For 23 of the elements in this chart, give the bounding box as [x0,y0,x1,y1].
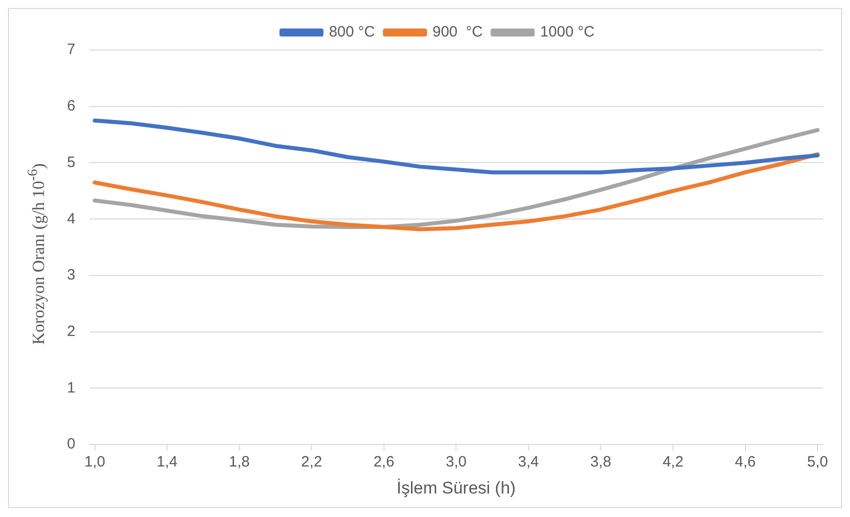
x-tick-label: 1,8 [228,454,250,471]
legend-label: 800 °C [328,24,376,41]
x-tick-label: 2,6 [373,454,394,471]
x-tick-label: 3,8 [590,454,612,471]
y-tick-label: 5 [67,154,76,171]
x-tick-label: 1,0 [84,454,106,471]
y-tick-label: 3 [67,266,76,284]
y-tick-label: 0 [67,436,76,453]
x-tick-label: 3,0 [446,454,467,471]
y-tick-label: 4 [67,210,76,228]
y-tick-label: 7 [67,41,76,58]
y-tick-label: 6 [67,98,76,115]
x-axis-title: İşlem Süresi (h) [396,478,516,498]
x-tick-label: 4,2 [662,454,684,471]
y-tick-label: 1 [67,379,76,396]
x-tick-label: 1,4 [156,454,178,471]
y-tick-label: 2 [67,323,76,340]
x-tick-label: 2,2 [301,454,322,471]
x-tick-label: 3,4 [518,454,539,471]
x-tick-label: 4,6 [734,454,756,471]
x-tick-label: 5,0 [807,454,828,471]
legend-label: 900 °C [432,24,483,41]
legend-label: 1000 °C [540,24,595,41]
